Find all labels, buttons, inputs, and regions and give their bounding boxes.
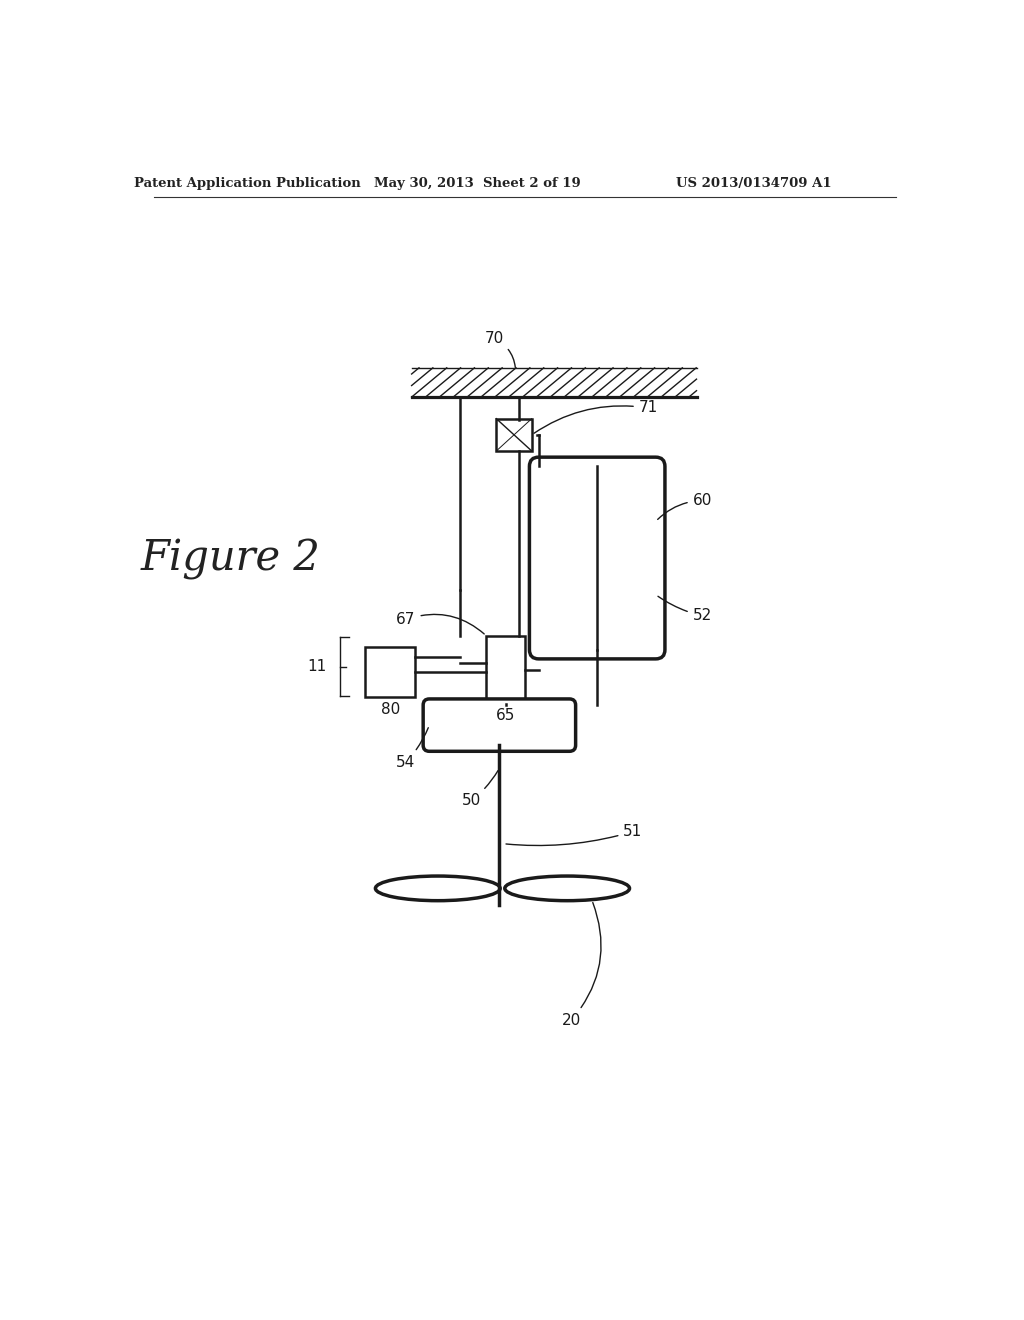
Ellipse shape [376,876,500,900]
Text: 80: 80 [381,702,400,717]
Text: 11: 11 [307,659,326,675]
FancyBboxPatch shape [529,457,665,659]
Text: 50: 50 [462,771,498,808]
Text: 51: 51 [506,824,643,846]
Text: Patent Application Publication: Patent Application Publication [134,177,361,190]
Text: 67: 67 [396,612,484,634]
Text: May 30, 2013  Sheet 2 of 19: May 30, 2013 Sheet 2 of 19 [374,177,581,190]
Text: 71: 71 [535,400,658,433]
Text: 65: 65 [496,709,515,723]
Bar [486,636,524,704]
Text: Figure 2: Figure 2 [140,537,321,579]
Ellipse shape [505,876,630,900]
Text: 20: 20 [562,903,601,1028]
Text: 70: 70 [484,331,515,367]
Bar [497,418,531,451]
Text: 54: 54 [396,727,428,770]
FancyBboxPatch shape [423,700,575,751]
Text: US 2013/0134709 A1: US 2013/0134709 A1 [677,177,833,190]
Text: 60: 60 [657,492,712,519]
Text: 52: 52 [658,597,712,623]
Bar [366,647,416,697]
